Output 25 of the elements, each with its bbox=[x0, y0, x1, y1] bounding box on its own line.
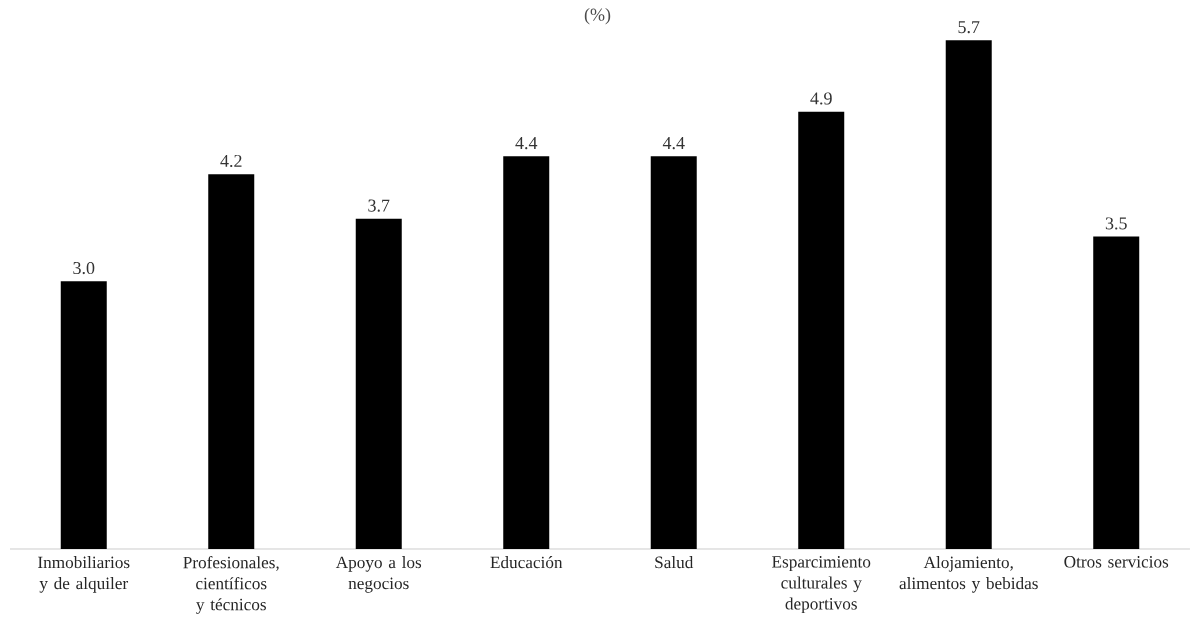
x-tick-label: Esparcimiento culturales y deportivos bbox=[772, 556, 871, 614]
x-tick-label: Alojamiento, alimentos y bebidas bbox=[899, 556, 1038, 593]
data-label: 5.7 bbox=[958, 21, 980, 34]
x-tick-label: Salud bbox=[655, 556, 694, 569]
data-label: 4.4 bbox=[515, 137, 538, 150]
data-label: 3.0 bbox=[73, 262, 95, 275]
bar bbox=[60, 281, 107, 550]
x-tick-label: Apoyo a los negocios bbox=[335, 556, 422, 593]
data-label: 4.4 bbox=[662, 137, 685, 150]
x-tick-label: Inmobiliarios y de alquiler bbox=[38, 556, 130, 593]
x-tick-label: Profesionales, científicos y técnicos bbox=[183, 556, 279, 615]
x-tick-label: Educación bbox=[490, 556, 563, 569]
chart-title: (%) bbox=[584, 8, 611, 25]
bar bbox=[355, 218, 402, 550]
data-label: 4.9 bbox=[810, 92, 832, 105]
data-label: 4.2 bbox=[220, 155, 242, 168]
data-label: 3.5 bbox=[1105, 217, 1127, 230]
bar bbox=[798, 111, 845, 550]
x-tick-label: Otros servicios bbox=[1064, 556, 1169, 568]
bar bbox=[208, 174, 255, 550]
bar bbox=[1093, 236, 1140, 550]
bar bbox=[945, 40, 992, 550]
data-label: 3.7 bbox=[368, 199, 390, 212]
bar bbox=[650, 156, 697, 550]
bar bbox=[503, 156, 550, 550]
